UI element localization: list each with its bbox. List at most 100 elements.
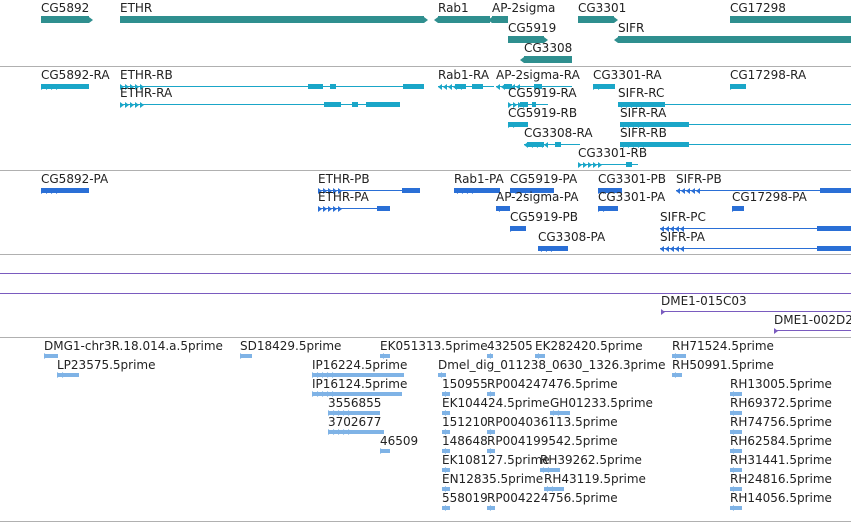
feature-protein[interactable]: SIFR-PC [660, 210, 851, 232]
feature-label: RH39262.5prime [540, 453, 642, 467]
feature-transcript[interactable]: SIFR-RB [620, 127, 851, 148]
feature-gene[interactable]: CG5919 [508, 22, 556, 43]
feature-gene[interactable]: SIFR [614, 22, 851, 43]
feature-transcript[interactable]: ETHR-RA [120, 87, 400, 108]
feature-est[interactable]: LP23575.5prime [57, 359, 156, 378]
feature-contig[interactable]: DME1-002D2 [774, 314, 851, 334]
feature-est[interactable]: IP16124.5prime [312, 378, 407, 397]
feature-est[interactable]: 151210 [442, 416, 488, 435]
feature-transcript[interactable]: Rab1-RA [438, 69, 494, 90]
feature-transcript[interactable]: SIFR-RA [620, 107, 851, 128]
feature-est[interactable]: RH43119.5prime [544, 473, 646, 492]
feature-label: RH62584.5prime [730, 434, 832, 448]
feature-est[interactable]: RH13005.5prime [730, 378, 832, 397]
strand-forward-arrow-icon [120, 83, 124, 90]
feature-est[interactable]: 150955 [442, 378, 488, 397]
feature-est[interactable]: RP004224756.5prime [487, 492, 618, 511]
feature-est[interactable]: 3702677 [328, 416, 384, 435]
feature-protein[interactable]: CG3301-PA [598, 191, 665, 212]
feature-protein[interactable]: SIFR-PA [660, 231, 851, 252]
est-bar [328, 411, 380, 415]
feature-protein[interactable]: CG5919-PB [510, 211, 578, 232]
strand-forward-arrow-icon [515, 187, 519, 194]
feature-est[interactable]: RH14056.5prime [730, 492, 832, 511]
feature-est[interactable]: EK282420.5prime [535, 340, 643, 359]
feature-est[interactable]: RP004199542.5prime [487, 435, 618, 454]
feature-est[interactable]: IP16224.5prime [312, 359, 407, 378]
strand-reverse-arrow-icon [442, 486, 446, 492]
feature-est[interactable]: RH39262.5prime [540, 454, 642, 473]
feature-est[interactable]: RH74756.5prime [730, 416, 832, 435]
feature-transcript[interactable]: CG3301-RA [593, 69, 662, 90]
feature-transcript[interactable]: CG17298-RA [730, 69, 806, 90]
exon-block [324, 102, 341, 107]
feature-est[interactable]: RH24816.5prime [730, 473, 832, 492]
est-bar [730, 411, 742, 415]
feature-protein[interactable]: Rab1-PA [454, 173, 504, 194]
feature-est[interactable]: EK108127.5prime [442, 454, 550, 473]
feature-transcript[interactable]: CG5892-RA [41, 69, 110, 90]
feature-protein[interactable]: CG3301-PB [598, 173, 666, 194]
feature-est[interactable]: SD18429.5prime [240, 340, 341, 359]
strand-forward-arrow-icon [583, 161, 587, 168]
feature-protein[interactable]: ETHR-PA [318, 191, 390, 212]
feature-label: AP-2sigma [492, 1, 556, 15]
feature-transcript[interactable]: CG5919-RB [508, 107, 577, 128]
est-bar [442, 392, 450, 396]
feature-est[interactable]: DMG1-chr3R.18.014.a.5prime [44, 340, 223, 359]
feature-est[interactable]: 558019 [442, 492, 488, 511]
feature-protein[interactable]: SIFR-PB [676, 173, 851, 194]
feature-contig[interactable]: DME1-015C03 [661, 295, 851, 315]
feature-protein[interactable]: ETHR-PB [318, 173, 420, 194]
feature-protein[interactable]: CG5919-PA [510, 173, 577, 194]
intron-line [660, 228, 851, 229]
feature-est[interactable]: RH31441.5prime [730, 454, 832, 473]
strand-forward-arrow-icon [333, 205, 337, 212]
feature-protein[interactable]: CG17298-PA [732, 191, 807, 212]
feature-gene[interactable]: CG17298 [730, 2, 851, 23]
feature-est[interactable]: 148648 [442, 435, 488, 454]
strand-reverse-arrow-icon [691, 187, 695, 194]
feature-transcript[interactable]: ETHR-RB [120, 69, 424, 90]
feature-gene[interactable]: CG5892 [41, 2, 93, 23]
feature-label: CG5919-PA [510, 172, 578, 186]
feature-gene[interactable]: CG3301 [578, 2, 626, 23]
feature-est[interactable]: EN12835.5prime [442, 473, 543, 492]
feature-est[interactable]: EK104424.5prime [442, 397, 550, 416]
feature-est[interactable]: RH62584.5prime [730, 435, 832, 454]
feature-transcript[interactable]: SIFR-RC [618, 87, 851, 108]
feature-transcript[interactable]: CG5919-RA [508, 87, 577, 108]
feature-protein[interactable]: CG3308-PA [538, 231, 605, 252]
feature-est[interactable]: 432505 [487, 340, 533, 359]
feature-gene[interactable]: AP-2sigma [488, 2, 555, 23]
strand-forward-arrow-icon [125, 101, 129, 108]
feature-label: SIFR-PC [660, 210, 706, 224]
feature-est[interactable]: 3556855 [328, 397, 381, 416]
exon-block [820, 188, 851, 193]
feature-est[interactable]: GH01233.5prime [550, 397, 653, 416]
intron-line [438, 86, 494, 87]
feature-est[interactable]: RH50991.5prime [672, 359, 774, 378]
strand-forward-arrow-icon [593, 161, 597, 168]
feature-protein[interactable]: CG5892-PA [41, 173, 108, 194]
feature-est[interactable]: Dmel_dig_011238_0630_1326.3prime [438, 359, 666, 378]
strand-reverse-arrow-icon [534, 141, 538, 148]
feature-transcript[interactable]: CG3301-RB [578, 147, 647, 168]
strand-reverse-arrow-icon [501, 83, 505, 90]
feature-est[interactable]: RP004036113.5prime [487, 416, 618, 435]
exon-block [508, 122, 528, 127]
strand-reverse-arrow-icon [545, 467, 549, 473]
feature-transcript[interactable]: CG3308-RA [524, 127, 593, 148]
feature-gene[interactable]: CG3308 [520, 42, 572, 63]
feature-est[interactable]: RH69372.5prime [730, 397, 832, 416]
feature-est[interactable]: RP004247476.5prime [487, 378, 618, 397]
feature-protein[interactable]: AP-2sigma-PA [496, 191, 578, 212]
feature-gene[interactable]: Rab1 [434, 2, 490, 23]
feature-gene[interactable]: ETHR [120, 2, 428, 23]
strand-reverse-arrow-icon [660, 225, 664, 232]
feature-est[interactable]: RH71524.5prime [672, 340, 774, 359]
strand-forward-arrow-icon [140, 83, 144, 90]
feature-est[interactable]: 46509 [380, 435, 418, 454]
feature-transcript[interactable]: AP-2sigma-RA [496, 69, 580, 90]
feature-est[interactable]: EK051313.5prime [380, 340, 488, 359]
